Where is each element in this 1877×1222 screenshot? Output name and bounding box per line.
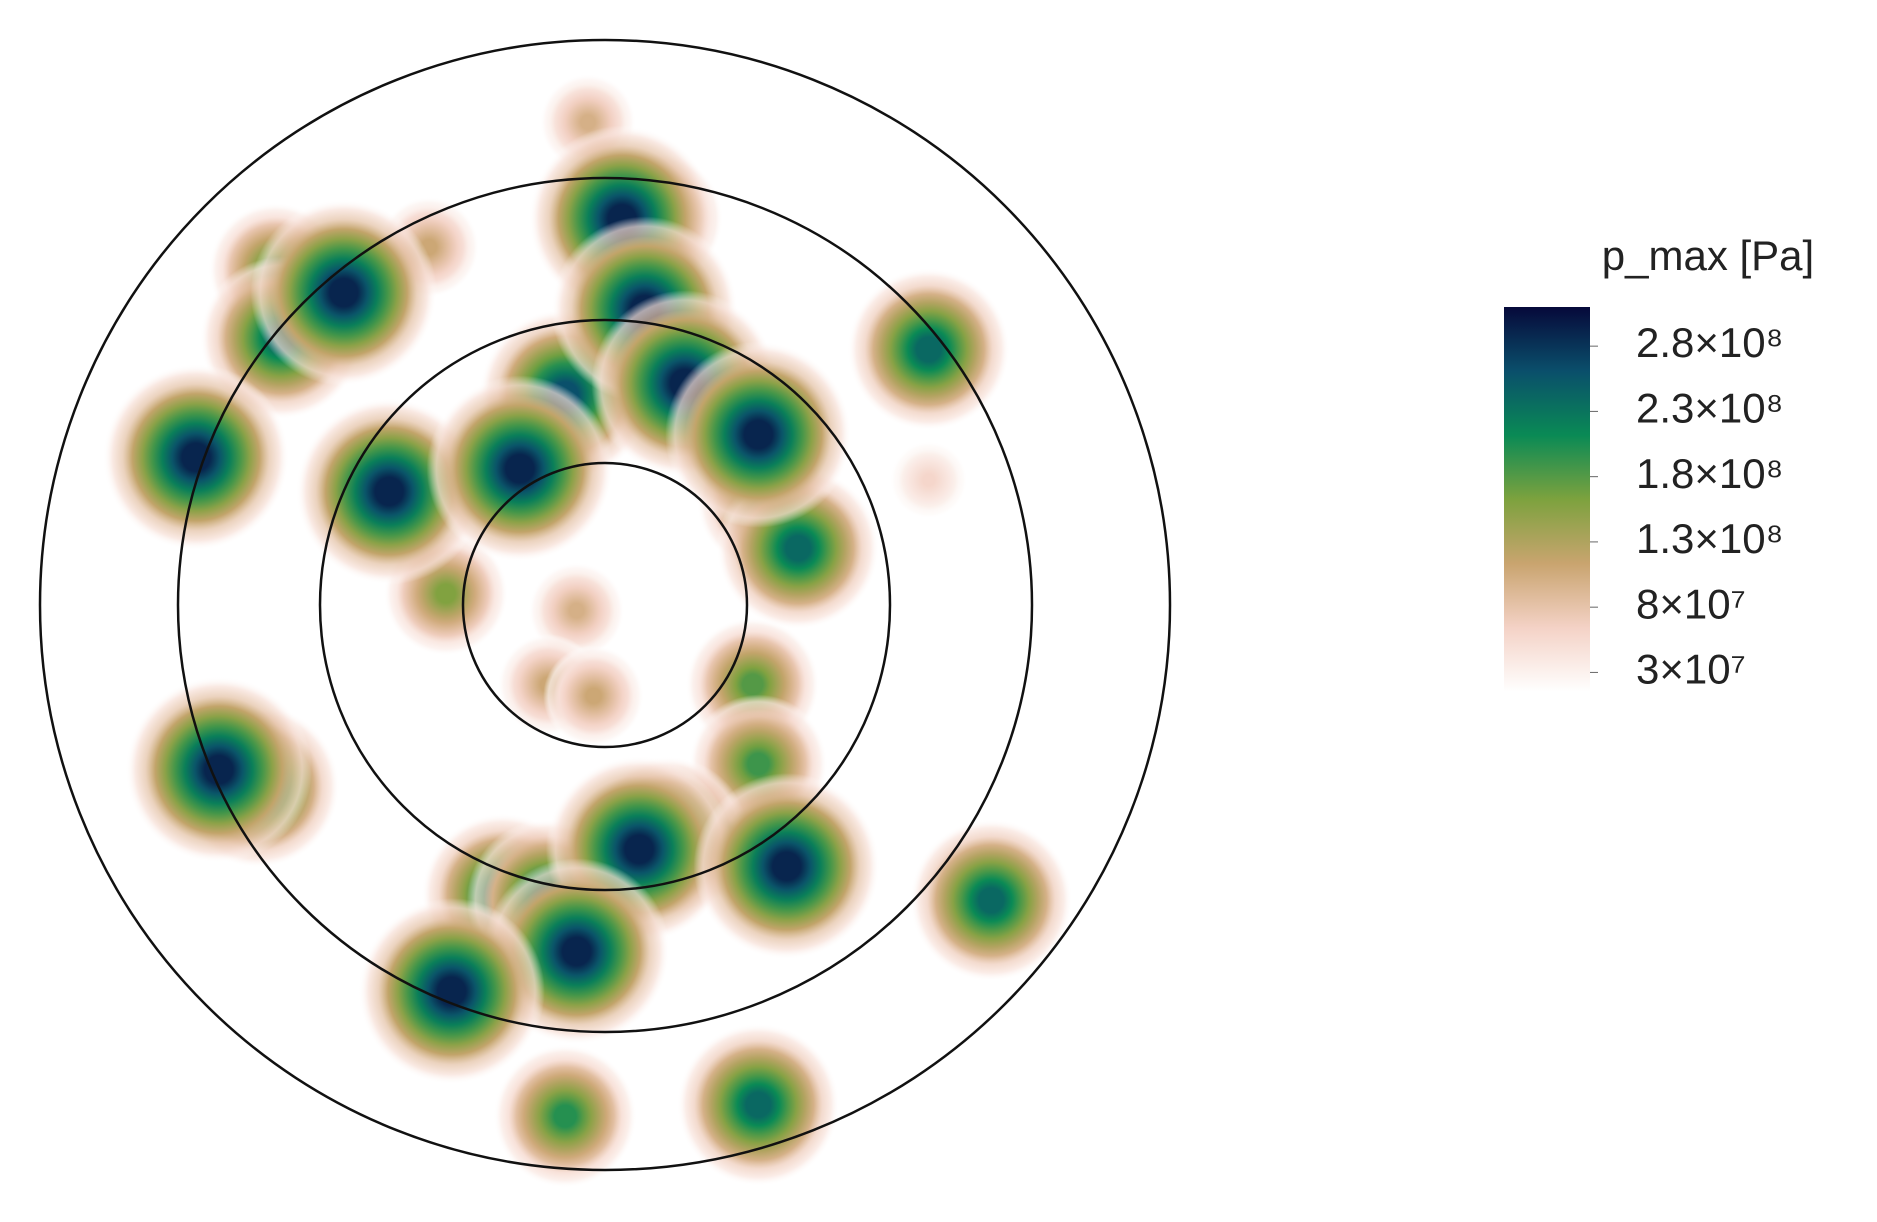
pressure-spot <box>665 341 852 528</box>
pressure-spot <box>909 818 1073 982</box>
pressure-field <box>102 74 1073 1189</box>
ring <box>318 318 892 892</box>
colorbar <box>1504 307 1590 692</box>
colorbar-label: 1.8×10⁸ <box>1636 450 1783 497</box>
pressure-spot <box>890 441 968 519</box>
colorbar-label: 2.3×10⁸ <box>1636 385 1783 432</box>
pressure-spot <box>102 364 290 551</box>
pressure-spot <box>358 897 545 1085</box>
pressure-spot <box>847 268 1011 431</box>
colorbar-label: 1.3×10⁸ <box>1636 515 1783 562</box>
ring <box>176 176 1034 1034</box>
pressure-spot <box>676 1023 840 1187</box>
colorbar-title: p_max [Pa] <box>1602 232 1814 279</box>
pressure-spot <box>543 645 645 747</box>
ring <box>38 38 1172 1172</box>
colorbar-label: 2.8×10⁸ <box>1636 319 1783 366</box>
colorbar-label: 8×10⁷ <box>1636 580 1746 627</box>
pressure-spot <box>250 199 437 386</box>
pressure-spot <box>125 676 313 863</box>
ring <box>461 461 749 749</box>
pressure-spot <box>693 773 881 960</box>
pressure-spot <box>493 1044 638 1189</box>
colorbar-label: 3×10⁷ <box>1636 646 1746 693</box>
pressure-spot <box>426 375 614 562</box>
rings <box>38 38 1172 1172</box>
